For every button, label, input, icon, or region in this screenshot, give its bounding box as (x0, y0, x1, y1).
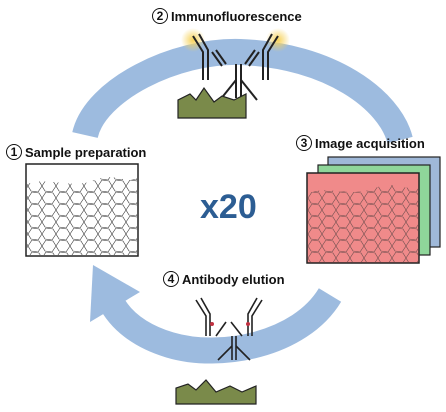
step-3-number: 3 (296, 135, 312, 151)
step-2-text: Immunofluorescence (171, 8, 302, 24)
step-4-label: 4 Antibody elution (163, 271, 285, 287)
step-4-text: Antibody elution (182, 271, 285, 287)
step-1-label: 1 Sample preparation (6, 144, 146, 160)
step-4-number: 4 (163, 271, 179, 287)
image-stack (306, 156, 441, 264)
step-3-text: Image acquisition (315, 135, 425, 151)
cycle-arrow (72, 38, 413, 364)
step-1-text: Sample preparation (25, 144, 147, 160)
cycle-count: x20 (200, 188, 257, 226)
step-1-number: 1 (6, 144, 22, 160)
step-3-label: 3 Image acquisition (296, 135, 425, 151)
step-2-number: 2 (152, 8, 168, 24)
immunofluorescence-illustration (177, 28, 290, 119)
sample-tissue-image (25, 163, 139, 257)
antibody-elution-illustration (175, 297, 263, 405)
step-2-label: 2 Immunofluorescence (152, 8, 302, 24)
